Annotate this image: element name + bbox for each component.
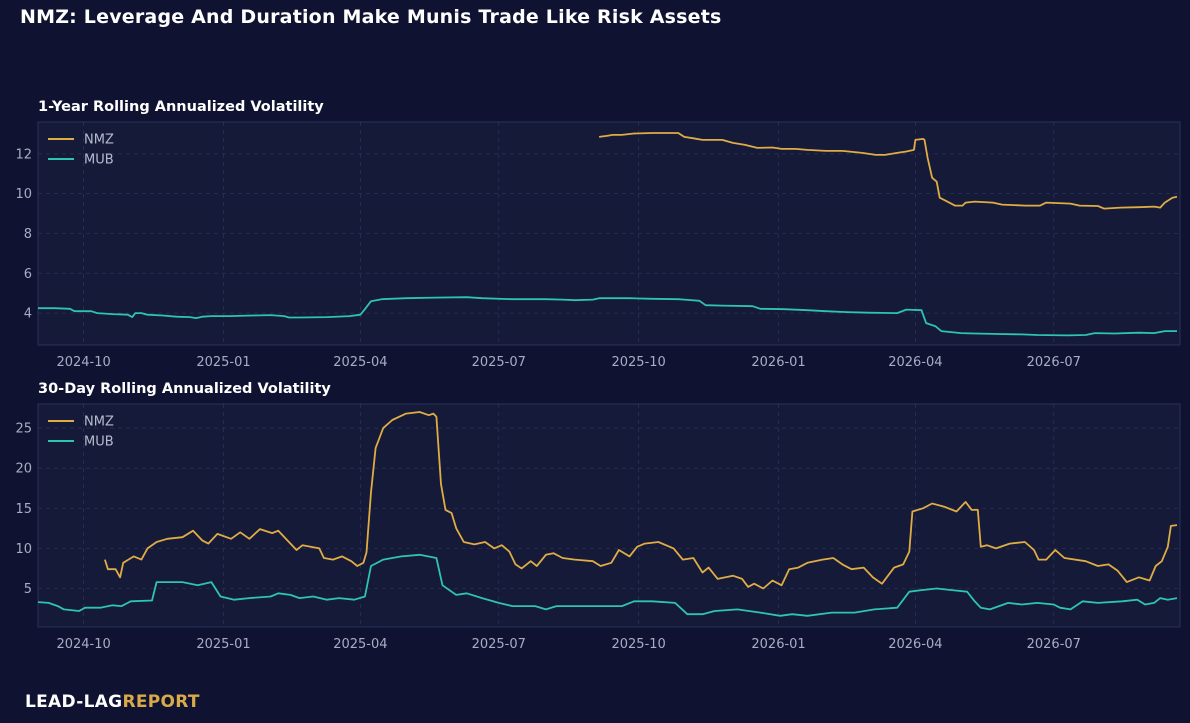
chart-30d-volatility: 5 10 15 20 25 2024-10 2025-01 2025-04 2025-07 202… [15, 403, 1181, 652]
y-tick-label: 10 [15, 187, 32, 202]
x-tick-label: 2026-01 [751, 355, 805, 370]
legend-label-mub: MUB [84, 153, 114, 168]
x-tick-label: 2025-07 [472, 355, 526, 370]
y-tick-label: 8 [24, 227, 32, 242]
x-tick-label: 2026-04 [888, 355, 942, 370]
legend-label-mub: MUB [84, 435, 114, 450]
chart-title-30d: 30-Day Rolling Annualized Volatility [38, 381, 331, 397]
y-tick-label: 25 [15, 422, 32, 437]
brand-part-2: REPORT [122, 692, 200, 712]
x-tick-label: 2025-10 [611, 355, 665, 370]
plot-area [37, 403, 1181, 628]
series-line-nmz [104, 411, 1178, 590]
x-tick-label: 2025-01 [196, 355, 250, 370]
x-tick-label: 2025-04 [333, 637, 387, 652]
series-line-mub [38, 296, 1177, 337]
page-title: NMZ: Leverage And Duration Make Munis Tr… [20, 6, 722, 28]
x-tick-label: 2025-01 [196, 637, 250, 652]
x-tick-label: 2024-10 [56, 355, 110, 370]
y-tick-label: 6 [24, 267, 32, 282]
y-tick-label: 4 [24, 307, 32, 322]
x-tick-label: 2025-07 [472, 637, 526, 652]
y-tick-label: 15 [15, 502, 32, 517]
x-tick-label: 2025-04 [333, 355, 387, 370]
x-tick-label: 2026-04 [888, 637, 942, 652]
y-tick-label: 5 [24, 582, 32, 597]
legend-label-nmz: NMZ [84, 415, 114, 430]
x-tick-label: 2025-10 [611, 637, 665, 652]
x-tick-label: 2026-07 [1027, 637, 1081, 652]
chart-1y-volatility: 4 6 8 10 12 2024-10 2025-01 2025-04 2025-07 2025-… [15, 121, 1181, 370]
brand-part-1: LEAD-LAG [25, 692, 123, 712]
x-tick-label: 2026-01 [751, 637, 805, 652]
x-tick-label: 2026-07 [1027, 355, 1081, 370]
y-tick-label: 12 [15, 147, 32, 162]
y-tick-label: 20 [15, 462, 32, 477]
chart-title-1y: 1-Year Rolling Annualized Volatility [38, 99, 324, 115]
x-tick-label: 2024-10 [56, 637, 110, 652]
series-line-mub [37, 553, 1178, 617]
series-line-nmz [598, 132, 1178, 210]
y-tick-label: 10 [15, 542, 32, 557]
legend-label-nmz: NMZ [84, 133, 114, 148]
brand-logo: LEAD-LAGREPORT [25, 692, 200, 712]
